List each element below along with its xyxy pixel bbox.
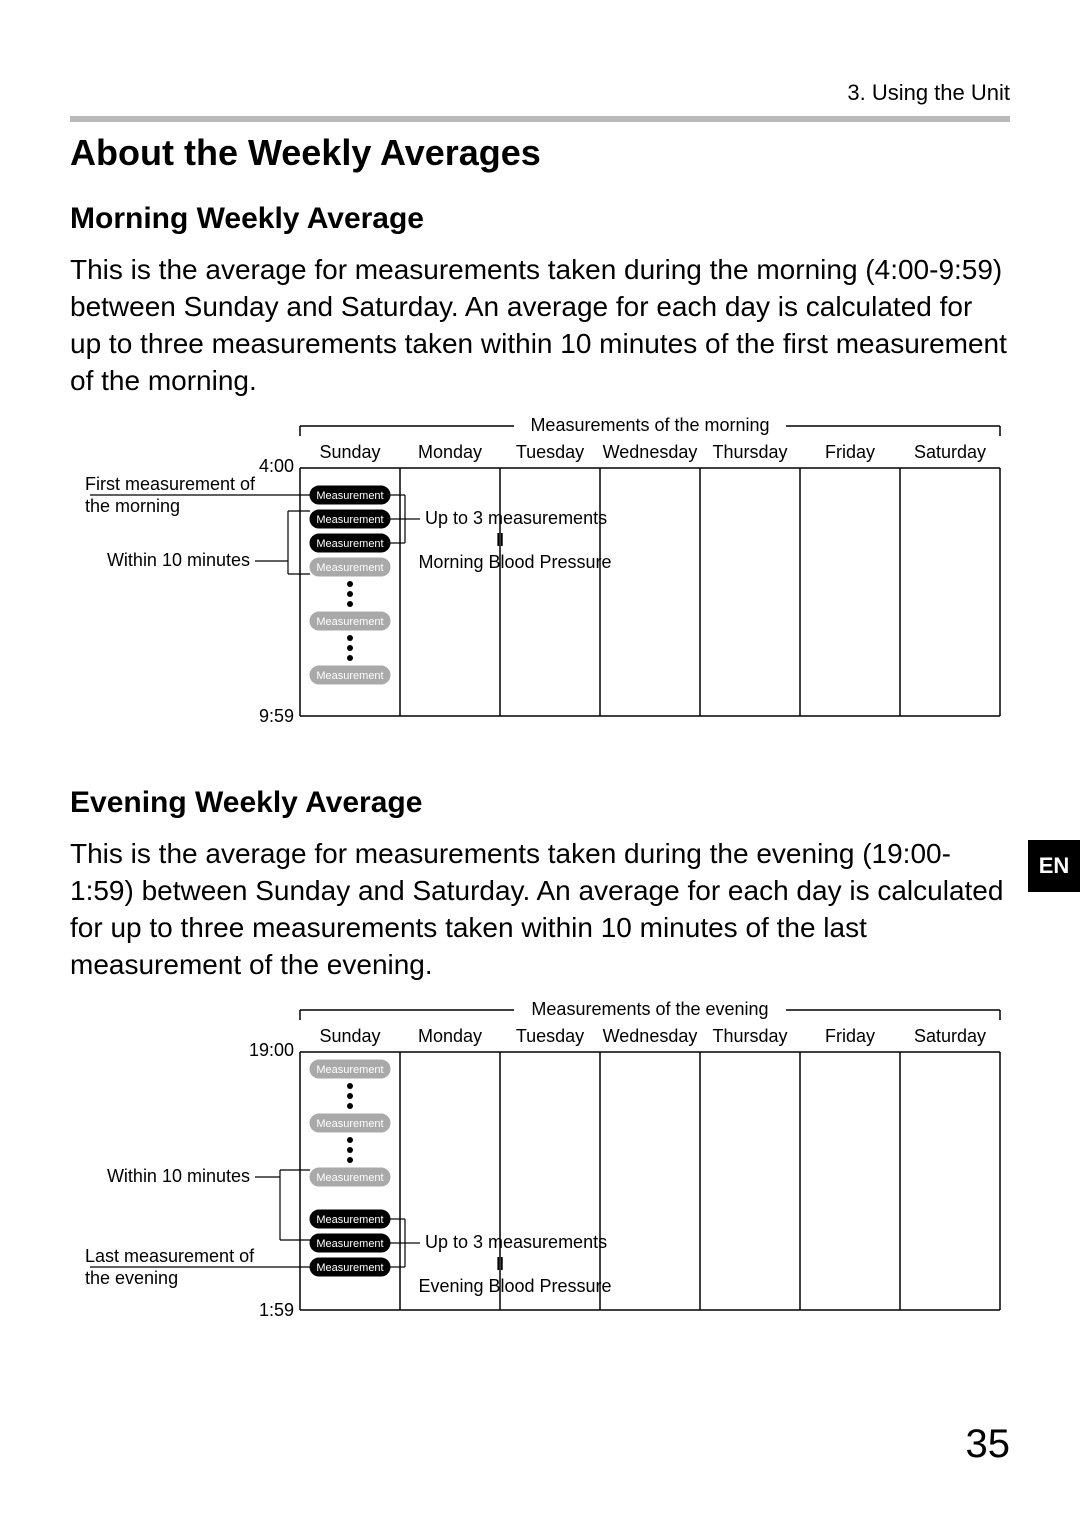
- day-label: Friday: [825, 1026, 875, 1046]
- time-top: 4:00: [259, 456, 294, 476]
- morning-diagram-title: Measurements of the morning: [530, 416, 769, 435]
- top-rule: [70, 116, 1010, 122]
- evening-heading: Evening Weekly Average: [70, 786, 1010, 820]
- language-tab: EN: [1028, 840, 1080, 892]
- day-label: Monday: [418, 1026, 482, 1046]
- day-label: Saturday: [914, 1026, 986, 1046]
- svg-text:Measurement: Measurement: [316, 490, 383, 502]
- label-within: Within 10 minutes: [107, 550, 250, 570]
- morning-diagram: Measurements of the morning Sunday Monda…: [70, 416, 1010, 756]
- day-label: Wednesday: [603, 442, 698, 462]
- day-label: Saturday: [914, 442, 986, 462]
- svg-text:Measurement: Measurement: [316, 1118, 383, 1130]
- svg-text:Measurement: Measurement: [316, 1238, 383, 1250]
- day-label: Tuesday: [516, 1026, 584, 1046]
- label-within: Within 10 minutes: [107, 1166, 250, 1186]
- morning-body: This is the average for measurements tak…: [70, 252, 1010, 400]
- time-bottom: 1:59: [259, 1300, 294, 1320]
- evening-body: This is the average for measurements tak…: [70, 836, 1010, 984]
- evening-diagram-title: Measurements of the evening: [531, 1000, 768, 1019]
- time-top: 19:00: [249, 1040, 294, 1060]
- svg-text:Measurement: Measurement: [316, 562, 383, 574]
- svg-text:Measurement: Measurement: [316, 538, 383, 550]
- svg-text:Measurement: Measurement: [316, 1214, 383, 1226]
- day-label: Sunday: [319, 442, 380, 462]
- day-label: Monday: [418, 442, 482, 462]
- label-first2: the morning: [85, 496, 180, 516]
- annot-result: Morning Blood Pressure: [418, 552, 611, 572]
- label-last: Last measurement of: [85, 1246, 255, 1266]
- page-title: About the Weekly Averages: [70, 132, 1010, 174]
- pill-group: Measurement Measurement Measurement Meas…: [310, 486, 390, 684]
- day-label: Sunday: [319, 1026, 380, 1046]
- label-first: First measurement of: [85, 474, 256, 494]
- annot-symbol: Ⅱ: [496, 530, 505, 550]
- annot-symbol: Ⅱ: [496, 1254, 505, 1274]
- time-bottom: 9:59: [259, 706, 294, 726]
- day-label: Wednesday: [603, 1026, 698, 1046]
- svg-text:Measurement: Measurement: [316, 514, 383, 526]
- svg-text:Measurement: Measurement: [316, 1172, 383, 1184]
- evening-diagram: Measurements of the evening Sunday Monda…: [70, 1000, 1010, 1340]
- day-label: Tuesday: [516, 442, 584, 462]
- day-label: Thursday: [712, 442, 787, 462]
- day-label: Friday: [825, 442, 875, 462]
- svg-text:Measurement: Measurement: [316, 616, 383, 628]
- label-last2: the evening: [85, 1268, 178, 1288]
- section-header: 3. Using the Unit: [70, 80, 1010, 106]
- svg-text:Measurement: Measurement: [316, 1064, 383, 1076]
- svg-text:Measurement: Measurement: [316, 1262, 383, 1274]
- annot-up: Up to 3 measurements: [425, 508, 607, 528]
- morning-heading: Morning Weekly Average: [70, 202, 1010, 236]
- svg-text:Measurement: Measurement: [316, 670, 383, 682]
- annot-up: Up to 3 measurements: [425, 1232, 607, 1252]
- annot-result: Evening Blood Pressure: [418, 1276, 611, 1296]
- pill-group: Measurement Measurement Measurement Meas…: [310, 1060, 390, 1276]
- page-number: 35: [966, 1422, 1011, 1467]
- day-label: Thursday: [712, 1026, 787, 1046]
